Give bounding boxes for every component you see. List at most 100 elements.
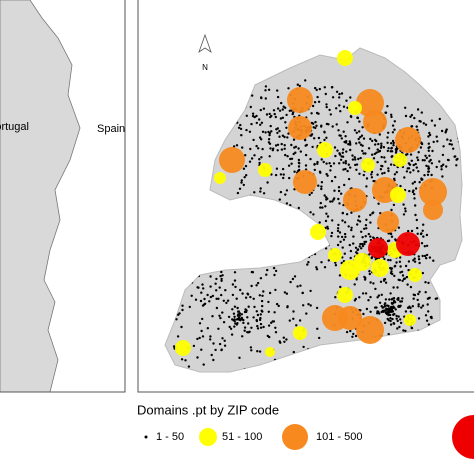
- domain-dot: [270, 253, 274, 256]
- zip-bubble: [377, 211, 399, 233]
- domain-dot: [383, 321, 387, 325]
- domain-dot: [272, 147, 275, 150]
- domain-dot: [394, 308, 397, 311]
- domain-dot: [287, 164, 291, 167]
- domain-dot: [304, 153, 308, 157]
- domain-dot: [404, 153, 408, 156]
- domain-dot: [325, 162, 328, 165]
- domain-dot: [413, 197, 416, 200]
- domain-dot: [264, 85, 268, 88]
- domain-dot: [180, 325, 183, 329]
- domain-dot: [417, 303, 420, 306]
- domain-dot: [425, 257, 428, 260]
- domain-dot: [426, 332, 429, 335]
- domain-dot: [335, 107, 338, 110]
- domain-dot: [292, 111, 295, 114]
- domain-dot: [330, 86, 334, 89]
- domain-dot: [264, 217, 267, 221]
- domain-dot: [380, 142, 383, 145]
- domain-dot: [376, 296, 379, 299]
- domain-dot: [378, 312, 381, 315]
- domain-dot: [188, 305, 191, 309]
- domain-dot: [354, 163, 357, 167]
- domain-dot: [362, 173, 365, 177]
- domain-dot: [293, 170, 296, 173]
- domain-dot: [334, 154, 337, 158]
- domain-dot: [320, 124, 323, 127]
- domain-dot: [305, 241, 308, 244]
- domain-dot: [249, 346, 253, 349]
- domain-dot: [262, 290, 265, 293]
- domain-dot: [338, 92, 341, 96]
- domain-dot: [214, 348, 217, 352]
- domain-dot: [380, 144, 383, 148]
- domain-dot: [311, 104, 315, 108]
- domain-dot: [425, 244, 429, 247]
- domain-dot: [435, 135, 438, 138]
- domain-dot: [297, 206, 300, 210]
- domain-dot: [453, 155, 456, 158]
- domain-dot: [181, 304, 184, 307]
- domain-dot: [251, 94, 254, 97]
- domain-dot: [266, 210, 269, 213]
- domain-dot: [387, 167, 390, 170]
- domain-dot: [233, 325, 236, 328]
- domain-dot: [455, 164, 458, 167]
- domain-dot: [407, 334, 411, 338]
- domain-dot: [374, 287, 377, 291]
- domain-dot: [373, 152, 377, 156]
- domain-dot: [369, 295, 372, 299]
- domain-dot: [338, 231, 342, 234]
- domain-dot: [286, 155, 289, 158]
- domain-dot: [268, 112, 271, 116]
- domain-dot: [344, 135, 347, 138]
- domain-dot: [250, 157, 254, 160]
- domain-dot: [305, 312, 308, 315]
- domain-dot: [415, 125, 418, 128]
- domain-dot: [361, 126, 364, 129]
- domain-dot: [323, 266, 327, 269]
- domain-dot: [340, 261, 343, 265]
- domain-dot: [257, 234, 260, 237]
- domain-dot: [381, 309, 384, 313]
- domain-dot: [412, 259, 415, 262]
- domain-dot: [389, 292, 392, 295]
- domain-dot: [340, 192, 343, 195]
- domain-dot: [233, 271, 237, 274]
- domain-dot: [351, 158, 355, 161]
- domain-dot: [236, 306, 239, 310]
- domain-dot: [259, 322, 263, 326]
- domain-dot: [245, 114, 248, 118]
- domain-dot: [394, 151, 398, 154]
- domain-dot: [351, 154, 354, 157]
- domain-dot: [313, 168, 316, 172]
- domain-dot: [376, 312, 379, 315]
- domain-dot: [346, 121, 349, 124]
- legend: Domains .pt by ZIP code 1 - 50 51 - 100 …: [137, 402, 474, 459]
- domain-dot: [421, 271, 424, 275]
- domain-dot: [276, 89, 279, 92]
- domain-dot: [381, 172, 384, 175]
- legend-label: 51 - 100: [222, 431, 262, 443]
- domain-dot: [392, 322, 396, 325]
- domain-dot: [336, 227, 340, 230]
- bubble-layer: [175, 50, 447, 357]
- domain-dot: [344, 162, 348, 165]
- domain-dot: [221, 311, 224, 314]
- domain-dot: [359, 135, 362, 139]
- domain-dot: [261, 247, 264, 251]
- domain-dot: [337, 235, 340, 238]
- domain-dot: [235, 261, 238, 264]
- domain-dot: [395, 317, 398, 320]
- domain-dot: [250, 349, 253, 352]
- domain-dot: [273, 273, 276, 277]
- domain-dot: [236, 191, 240, 195]
- domain-dot: [276, 107, 280, 110]
- domain-dot: [244, 296, 248, 299]
- domain-dot: [367, 147, 371, 150]
- domain-dot: [311, 145, 314, 149]
- domain-dot: [413, 293, 417, 297]
- domain-dot: [272, 212, 275, 216]
- domain-dot: [347, 163, 350, 166]
- domain-dot: [362, 137, 366, 140]
